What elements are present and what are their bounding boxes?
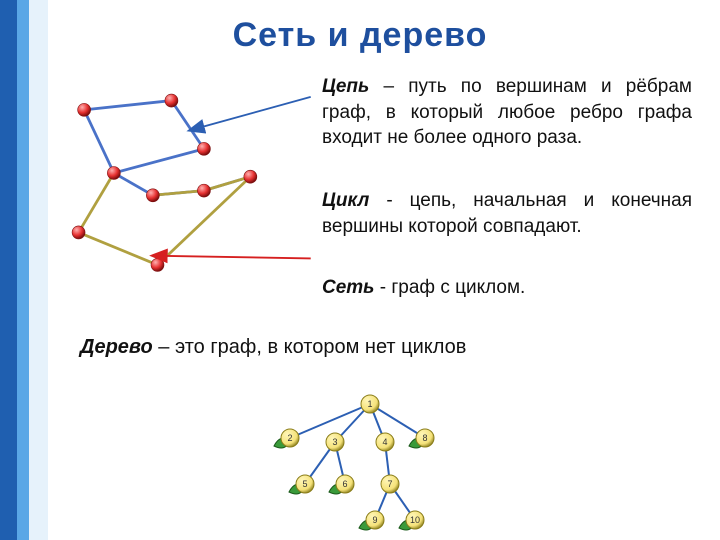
text-chain: – путь по вершинам и рёбрам граф, в кото…: [322, 76, 692, 148]
svg-text:10: 10: [410, 515, 420, 525]
svg-text:7: 7: [387, 479, 392, 489]
svg-text:2: 2: [287, 433, 292, 443]
svg-text:9: 9: [372, 515, 377, 525]
network-graph: [60, 76, 320, 296]
term-cycle: Цикл: [322, 190, 369, 211]
definition-tree: Дерево – это граф, в котором нет циклов: [80, 336, 692, 359]
term-chain: Цепь: [322, 76, 369, 97]
svg-text:4: 4: [382, 437, 387, 447]
definition-chain: Цепь – путь по вершинам и рёбрам граф, в…: [322, 74, 692, 151]
term-network: Сеть: [322, 277, 374, 298]
tree-graph: 1 2 3 4 8 5 6 7 9 10: [230, 392, 510, 532]
definition-cycle: Цикл - цепь, начальная и конечная вершин…: [322, 188, 692, 239]
definition-network: Сеть - граф с циклом.: [322, 275, 692, 301]
svg-text:8: 8: [422, 433, 427, 443]
term-tree: Дерево: [80, 336, 153, 358]
text-cycle: - цепь, начальная и конечная вершины кот…: [322, 190, 692, 237]
svg-text:3: 3: [332, 437, 337, 447]
svg-text:5: 5: [302, 479, 307, 489]
sidebar-stripe: [0, 0, 48, 540]
svg-text:6: 6: [342, 479, 347, 489]
page-title: Сеть и дерево: [0, 16, 720, 55]
text-tree: – это граф, в котором нет циклов: [153, 336, 467, 358]
svg-text:1: 1: [367, 399, 372, 409]
text-network: - граф с циклом.: [374, 277, 525, 298]
